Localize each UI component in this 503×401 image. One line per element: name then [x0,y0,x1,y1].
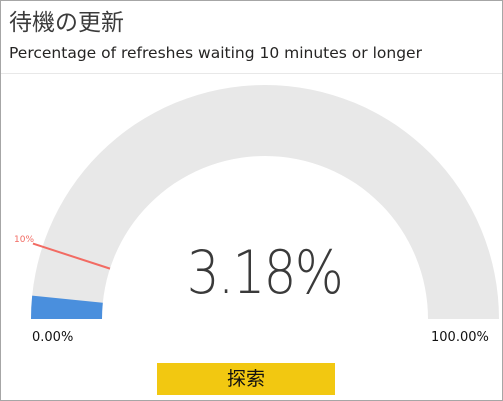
explore-button[interactable]: 探索 [157,363,335,395]
gauge-max-label: 100.00% [431,330,489,345]
gauge-chart [31,85,499,319]
gauge-value: 3.18% [186,238,344,308]
gauge-fill [31,295,103,319]
gauge-target-label: 10% [14,235,35,245]
card-header: 待機の更新 Percentage of refreshes waiting 10… [1,1,502,74]
gauge-min-label: 0.00% [32,330,74,345]
gauge-target-marker [32,242,111,270]
card-subtitle: Percentage of refreshes waiting 10 minut… [9,44,422,62]
gauge-track [31,85,499,319]
card-title: 待機の更新 [9,10,124,36]
